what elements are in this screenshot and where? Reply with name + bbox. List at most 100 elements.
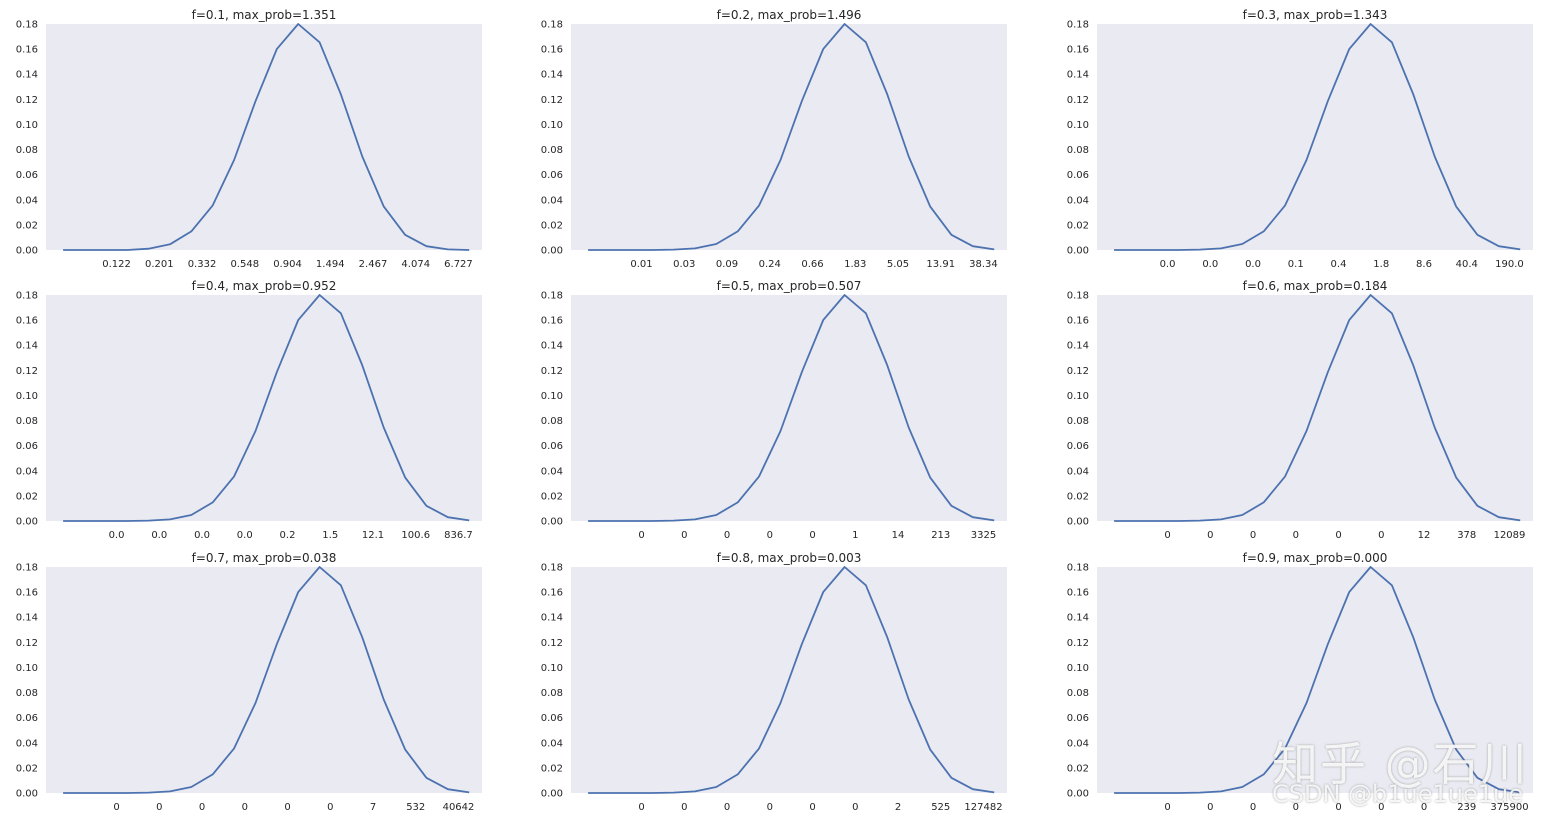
x-tick-label: 0.0 (1245, 259, 1261, 270)
x-tick-label: 4.074 (401, 259, 430, 270)
y-tick-label: 0.18 (16, 20, 38, 31)
y-tick-label: 0.18 (1067, 563, 1089, 574)
y-tick-label: 0.14 (541, 70, 563, 81)
x-tick-label: 1.494 (316, 259, 345, 270)
y-tick-label: 0.16 (541, 45, 563, 56)
x-tick-label: 1 (852, 530, 858, 541)
y-tick-label: 0.06 (541, 713, 563, 724)
x-tick-label: 0 (1335, 802, 1341, 813)
y-tick-label: 0.18 (1067, 20, 1089, 31)
y-tick-label: 0.14 (541, 613, 563, 624)
chart-panel-7: f=0.7, max_prob=0.038 0.00 0.02 0.04 0.06 0.0… (16, 551, 482, 813)
y-tick-label: 0.02 (541, 491, 563, 502)
x-tick-label: 0 (681, 802, 687, 813)
y-tick-label: 0.10 (1067, 120, 1089, 131)
y-tick-label: 0.00 (541, 789, 563, 800)
chart-panel-3: f=0.3, max_prob=1.343 0.00 0.02 0.04 0.06 0.0… (1067, 8, 1533, 270)
y-tick-label: 0.12 (1067, 95, 1089, 106)
y-tick-label: 0.18 (1067, 291, 1089, 302)
chart-title: f=0.7, max_prob=0.038 (192, 551, 337, 565)
x-tick-label: 0.904 (273, 259, 302, 270)
x-tick-label: 0.0 (237, 530, 253, 541)
y-tick-label: 0.14 (1067, 70, 1089, 81)
y-tick-label: 0.06 (16, 441, 38, 452)
plot-area (46, 24, 482, 250)
y-tick-label: 0.08 (541, 688, 563, 699)
x-tick-label: 0 (1207, 530, 1213, 541)
y-tick-label: 0.16 (1067, 45, 1089, 56)
y-tick-label: 0.06 (1067, 441, 1089, 452)
y-tick-label: 0.08 (1067, 416, 1089, 427)
y-tick-label: 0.06 (541, 170, 563, 181)
x-tick-label: 213 (931, 530, 950, 541)
y-tick-label: 0.08 (16, 416, 38, 427)
x-tick-label: 0 (767, 530, 773, 541)
x-tick-label: 0 (1250, 530, 1256, 541)
y-tick-label: 0.08 (16, 145, 38, 156)
watermark-zhihu: 知乎 @石川 (1272, 737, 1529, 791)
series-line (1114, 294, 1521, 522)
y-tick-label: 0.00 (541, 246, 563, 257)
x-tick-label: 0 (1293, 530, 1299, 541)
y-tick-label: 0.16 (16, 45, 38, 56)
y-tick-label: 0.10 (16, 391, 38, 402)
x-tick-label: 6.727 (444, 259, 473, 270)
y-tick-label: 0.12 (16, 638, 38, 649)
chart-title: f=0.3, max_prob=1.343 (1243, 8, 1388, 22)
y-tick-label: 0.12 (541, 638, 563, 649)
y-tick-label: 0.08 (1067, 688, 1089, 699)
x-tick-label: 190.0 (1495, 259, 1524, 270)
y-tick-label: 0.16 (1067, 588, 1089, 599)
x-tick-label: 0.24 (759, 259, 781, 270)
y-tick-label: 0.04 (541, 466, 563, 477)
y-tick-label: 0.12 (541, 95, 563, 106)
x-tick-label: 0.1 (1288, 259, 1304, 270)
x-tick-label: 0.0 (109, 530, 125, 541)
x-tick-label: 532 (406, 802, 425, 813)
x-tick-label: 0 (1378, 802, 1384, 813)
x-tick-label: 0.332 (188, 259, 217, 270)
x-tick-label: 378 (1457, 530, 1476, 541)
chart-title: f=0.5, max_prob=0.507 (717, 279, 862, 293)
y-tick-label: 0.16 (1067, 316, 1089, 327)
x-tick-label: 7 (370, 802, 376, 813)
x-tick-label: 0.0 (1202, 259, 1218, 270)
x-tick-label: 0 (724, 802, 730, 813)
y-tick-label: 0.00 (1067, 246, 1089, 257)
x-tick-label: 0.09 (716, 259, 738, 270)
y-tick-label: 0.16 (16, 588, 38, 599)
y-tick-label: 0.00 (16, 789, 38, 800)
y-tick-label: 0.02 (541, 220, 563, 231)
x-tick-label: 0 (1421, 802, 1427, 813)
y-tick-label: 0.10 (1067, 391, 1089, 402)
y-tick-label: 0.06 (16, 713, 38, 724)
y-tick-label: 0.12 (16, 95, 38, 106)
y-tick-label: 0.14 (1067, 613, 1089, 624)
x-tick-label: 2 (895, 802, 901, 813)
x-tick-label: 0.201 (145, 259, 174, 270)
y-tick-label: 0.02 (16, 491, 38, 502)
x-tick-label: 0 (284, 802, 290, 813)
chart-title: f=0.4, max_prob=0.952 (192, 279, 337, 293)
y-tick-label: 0.14 (16, 613, 38, 624)
y-tick-label: 0.02 (1067, 220, 1089, 231)
chart-panel-1: f=0.1, max_prob=1.351 0.00 0.02 0.04 0.06 0.0… (16, 8, 482, 270)
x-tick-label: 0.01 (630, 259, 652, 270)
y-tick-label: 0.00 (16, 517, 38, 528)
series-line (63, 294, 470, 522)
series-line (588, 23, 995, 251)
x-tick-label: 2.467 (359, 259, 388, 270)
x-tick-label: 13.91 (926, 259, 955, 270)
y-tick-label: 0.10 (1067, 663, 1089, 674)
y-tick-label: 0.18 (541, 291, 563, 302)
y-tick-label: 0.00 (16, 246, 38, 257)
x-tick-label: 0 (852, 802, 858, 813)
chart-panel-8: f=0.8, max_prob=0.003 0.00 0.02 0.04 0.06 0.0… (541, 551, 1007, 813)
y-tick-label: 0.06 (1067, 170, 1089, 181)
x-tick-label: 0 (638, 802, 644, 813)
x-tick-label: 12 (1418, 530, 1431, 541)
x-tick-label: 0 (113, 802, 119, 813)
y-tick-label: 0.04 (16, 195, 38, 206)
x-tick-label: 0.0 (194, 530, 210, 541)
